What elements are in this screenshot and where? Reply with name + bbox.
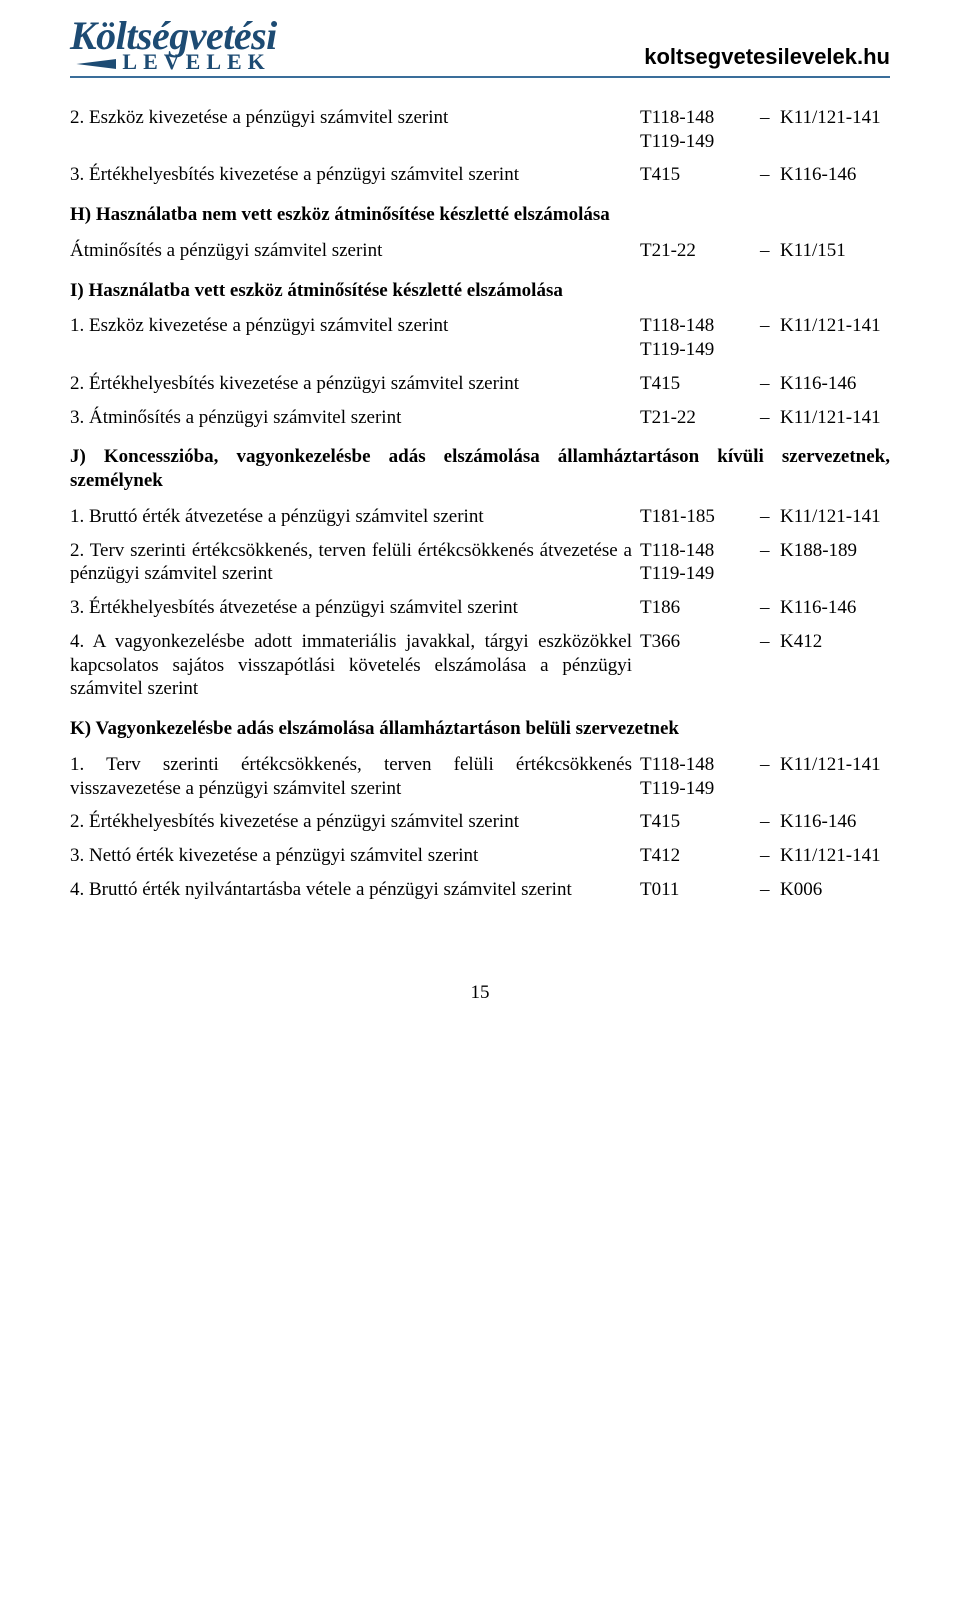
entry-credit: K11/121-141	[780, 314, 890, 338]
dash-separator: –	[760, 406, 780, 430]
entry-description: 3. Átminősítés a pénzügyi számvitel szer…	[70, 406, 640, 430]
document-body: 2. Eszköz kivezetése a pénzügyi számvite…	[70, 106, 890, 902]
entry-row: 4. Bruttó érték nyilvántartásba vétele a…	[70, 878, 890, 902]
entry-description: 1. Eszköz kivezetése a pénzügyi számvite…	[70, 314, 640, 338]
dash-separator: –	[760, 753, 780, 777]
entry-credit: K11/121-141	[780, 753, 890, 777]
entry-debit: T366	[640, 630, 760, 654]
entry-debit: T186	[640, 596, 760, 620]
entry-row: 1. Eszköz kivezetése a pénzügyi számvite…	[70, 314, 890, 362]
entry-description: 2. Eszköz kivezetése a pénzügyi számvite…	[70, 106, 640, 130]
entry-debit: T118-148T119-149	[640, 753, 760, 801]
entry-row: 3. Értékhelyesbítés átvezetése a pénzügy…	[70, 596, 890, 620]
entry-row: 2. Terv szerinti értékcsökkenés, terven …	[70, 539, 890, 587]
entry-row: 3. Értékhelyesbítés kivezetése a pénzügy…	[70, 163, 890, 187]
entry-credit: K11/121-141	[780, 844, 890, 868]
entry-description: 4. A vagyonkezelésbe adott immateriális …	[70, 630, 640, 701]
page-number: 15	[70, 982, 890, 1004]
entry-row: 1. Terv szerinti értékcsökkenés, terven …	[70, 753, 890, 801]
entry-row: 3. Nettó érték kivezetése a pénzügyi szá…	[70, 844, 890, 868]
entry-description: 3. Értékhelyesbítés kivezetése a pénzügy…	[70, 163, 640, 187]
entry-row: 2. Eszköz kivezetése a pénzügyi számvite…	[70, 106, 890, 154]
dash-separator: –	[760, 810, 780, 834]
entry-credit: K412	[780, 630, 890, 654]
entry-row: 1. Bruttó érték átvezetése a pénzügyi sz…	[70, 505, 890, 529]
entry-credit: K116-146	[780, 596, 890, 620]
entry-description: 2. Értékhelyesbítés kivezetése a pénzügy…	[70, 810, 640, 834]
dash-separator: –	[760, 505, 780, 529]
dash-separator: –	[760, 630, 780, 654]
entry-description: 2. Terv szerinti értékcsökkenés, terven …	[70, 539, 640, 587]
entry-description: 2. Értékhelyesbítés kivezetése a pénzügy…	[70, 372, 640, 396]
entry-debit: T011	[640, 878, 760, 902]
entry-row: 3. Átminősítés a pénzügyi számvitel szer…	[70, 406, 890, 430]
entry-credit: K11/121-141	[780, 505, 890, 529]
entry-debit: T21-22	[640, 406, 760, 430]
entry-debit: T412	[640, 844, 760, 868]
dash-separator: –	[760, 878, 780, 902]
entry-debit: T415	[640, 372, 760, 396]
entry-credit: K188-189	[780, 539, 890, 563]
section-i-title: I) Használatba vett eszköz átminősítése …	[70, 279, 890, 303]
page-header: Költségvetési LEVELEK koltsegvetesilevel…	[70, 0, 890, 78]
entry-description: Átminősítés a pénzügyi számvitel szerint	[70, 239, 640, 263]
dash-separator: –	[760, 314, 780, 338]
dash-separator: –	[760, 844, 780, 868]
entry-credit: K11/151	[780, 239, 890, 263]
entry-credit: K116-146	[780, 163, 890, 187]
dash-separator: –	[760, 372, 780, 396]
entry-row: 2. Értékhelyesbítés kivezetése a pénzügy…	[70, 810, 890, 834]
entry-debit: T181-185	[640, 505, 760, 529]
dash-separator: –	[760, 539, 780, 563]
entry-debit: T415	[640, 810, 760, 834]
section-k-title: K) Vagyonkezelésbe adás elszámolása álla…	[70, 717, 890, 741]
logo-bottom: LEVELEK	[76, 52, 276, 72]
site-url: koltsegvetesilevelek.hu	[644, 44, 890, 72]
entry-credit: K11/121-141	[780, 106, 890, 130]
dash-separator: –	[760, 239, 780, 263]
logo: Költségvetési LEVELEK	[70, 18, 277, 72]
entry-description: 1. Terv szerinti értékcsökkenés, terven …	[70, 753, 640, 801]
entry-credit: K116-146	[780, 372, 890, 396]
entry-debit: T21-22	[640, 239, 760, 263]
dash-separator: –	[760, 163, 780, 187]
entry-debit: T118-148T119-149	[640, 539, 760, 587]
entry-debit: T118-148T119-149	[640, 314, 760, 362]
dash-separator: –	[760, 596, 780, 620]
entry-description: 3. Nettó érték kivezetése a pénzügyi szá…	[70, 844, 640, 868]
entry-row: 4. A vagyonkezelésbe adott immateriális …	[70, 630, 890, 701]
entry-row: Átminősítés a pénzügyi számvitel szerint…	[70, 239, 890, 263]
entry-description: 1. Bruttó érték átvezetése a pénzügyi sz…	[70, 505, 640, 529]
section-h-title: H) Használatba nem vett eszköz átminősít…	[70, 203, 890, 227]
entry-description: 4. Bruttó érték nyilvántartásba vétele a…	[70, 878, 640, 902]
entry-credit: K116-146	[780, 810, 890, 834]
entry-row: 2. Értékhelyesbítés kivezetése a pénzügy…	[70, 372, 890, 396]
entry-debit: T415	[640, 163, 760, 187]
section-j-title: J) Koncesszióba, vagyonkezelésbe adás el…	[70, 445, 890, 493]
entry-credit: K11/121-141	[780, 406, 890, 430]
entry-credit: K006	[780, 878, 890, 902]
entry-debit: T118-148T119-149	[640, 106, 760, 154]
entry-description: 3. Értékhelyesbítés átvezetése a pénzügy…	[70, 596, 640, 620]
dash-separator: –	[760, 106, 780, 130]
